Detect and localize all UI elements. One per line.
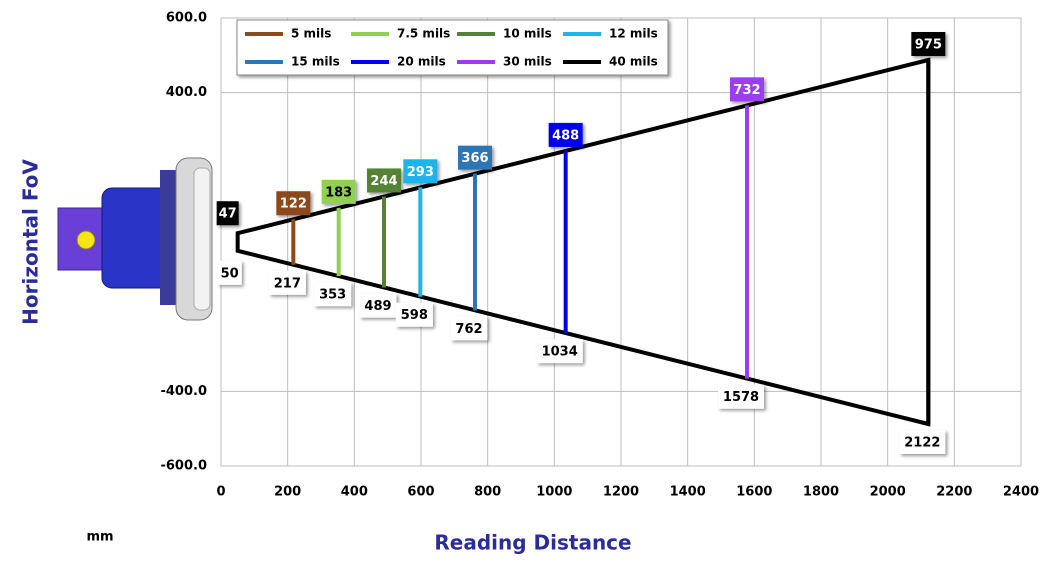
legend-label: 30 mils	[503, 55, 552, 69]
fov-label: 122	[280, 197, 307, 212]
x-tick-label: 800	[474, 485, 501, 500]
fov-label: 293	[407, 165, 434, 180]
fov-label: 183	[325, 185, 352, 200]
x-tick-label: 1400	[670, 485, 706, 500]
legend-label: 12 mils	[609, 27, 658, 41]
y-tick-label: -600.0	[160, 459, 207, 474]
distance-label: 217	[274, 276, 301, 291]
scanner-image	[57, 157, 213, 321]
x-tick-label: 2400	[1003, 485, 1039, 500]
unit-label: mm	[86, 530, 113, 545]
legend-label: 5 mils	[291, 27, 331, 41]
distance-label-box	[536, 339, 583, 364]
x-tick-label: 2000	[870, 485, 906, 500]
distance-label-box	[718, 384, 764, 409]
x-tick-label: 1600	[736, 485, 772, 500]
distance-label-box	[268, 270, 306, 295]
fov-label: 244	[370, 174, 397, 189]
y-tick-label: 600.0	[166, 11, 207, 26]
y-axis-label: Horizontal FoV	[19, 159, 43, 325]
distance-label-box	[359, 293, 397, 318]
x-tick-label: 400	[341, 485, 368, 500]
x-tick-label: 0	[216, 485, 225, 500]
legend-box	[236, 19, 669, 76]
distance-label-box	[899, 430, 946, 454]
x-tick-label: 1200	[603, 485, 639, 500]
fov-label-box	[911, 32, 946, 56]
distance-label: 489	[364, 299, 391, 314]
near-distance-label-box	[217, 260, 242, 285]
fov-label: 732	[733, 83, 760, 98]
x-tick-label: 1800	[803, 485, 839, 500]
distance-label: 762	[455, 322, 482, 337]
legend-label: 7.5 mils	[397, 27, 450, 41]
near-distance-label: 50	[221, 266, 239, 281]
x-tick-label: 600	[407, 485, 434, 500]
legend-label: 15 mils	[291, 55, 340, 69]
fov-label: 488	[552, 128, 579, 143]
distance-label: 353	[319, 288, 346, 303]
near-fov-label-box	[216, 201, 239, 226]
fov-label-box	[367, 168, 401, 193]
x-tick-label: 2200	[936, 485, 972, 500]
x-axis-label: Reading Distance	[434, 531, 631, 555]
fov-label: 366	[461, 151, 488, 166]
y-tick-label: -400.0	[160, 384, 207, 399]
distance-label: 1034	[542, 345, 578, 360]
fov-label-box	[403, 159, 438, 184]
legend: 5 mils 7.5 mils 10 mils 12 mils 15 mils 20 mi…	[236, 19, 669, 76]
distance-label: 2122	[904, 436, 940, 451]
legend-label: 40 mils	[609, 55, 658, 69]
distance-label-box	[314, 282, 352, 307]
fov-label-box	[458, 145, 492, 170]
distance-label-box	[450, 316, 488, 341]
distance-label: 1578	[723, 390, 759, 405]
distance-label-box	[395, 302, 433, 327]
legend-label: 20 mils	[397, 55, 446, 69]
fov-label: 975	[915, 38, 942, 53]
fov-label-box	[548, 122, 583, 147]
fov-label-box	[276, 191, 311, 216]
near-fov-label: 47	[219, 207, 237, 222]
fov-label-box	[321, 179, 356, 204]
distance-label: 598	[401, 308, 428, 323]
y-tick-label: 400.0	[166, 85, 207, 100]
x-tick-label: 1000	[536, 485, 572, 500]
fov-label-box	[730, 77, 764, 102]
legend-label: 10 mils	[503, 27, 552, 41]
x-tick-label: 200	[274, 485, 301, 500]
